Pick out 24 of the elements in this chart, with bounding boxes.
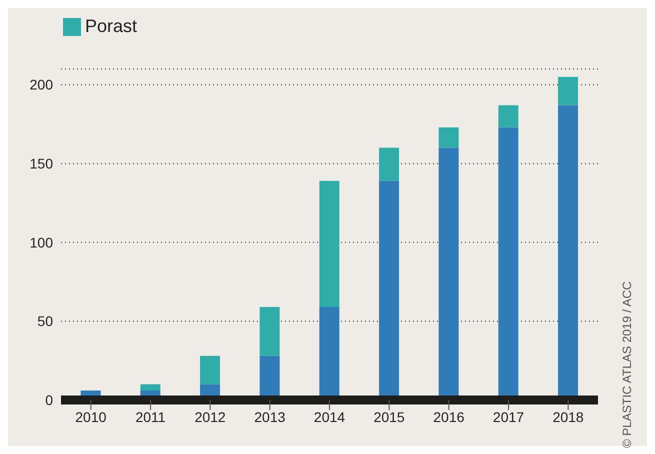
bar xyxy=(260,307,280,356)
x-tick-label: 2016 xyxy=(433,408,465,425)
x-tick-label: 2017 xyxy=(492,408,524,425)
bar xyxy=(140,384,160,391)
x-tick-label: 2010 xyxy=(75,408,107,425)
x-tick-label: 2011 xyxy=(135,408,166,425)
text: © PLASTIC ATLAS 2019 / ACC xyxy=(620,281,634,448)
y-tick-label: 200 xyxy=(30,76,54,93)
x-tick-label: 2015 xyxy=(374,408,405,425)
y-tick-label: 50 xyxy=(37,313,54,330)
x-tick-label: 2018 xyxy=(552,408,584,425)
bar xyxy=(558,76,578,106)
bar xyxy=(438,127,459,148)
legend-label: Porast xyxy=(85,16,138,36)
bar xyxy=(319,180,340,308)
y-tick-label: 150 xyxy=(30,156,54,172)
bar xyxy=(200,356,220,384)
x-tick-label: 2013 xyxy=(254,408,286,425)
y-tick-label: 0 xyxy=(45,392,54,408)
bar xyxy=(379,148,400,181)
x-tick-label: 2014 xyxy=(314,408,346,425)
y-tick-label: 100 xyxy=(30,234,54,250)
x-tick-label: 2012 xyxy=(194,408,226,425)
bar xyxy=(498,105,518,128)
